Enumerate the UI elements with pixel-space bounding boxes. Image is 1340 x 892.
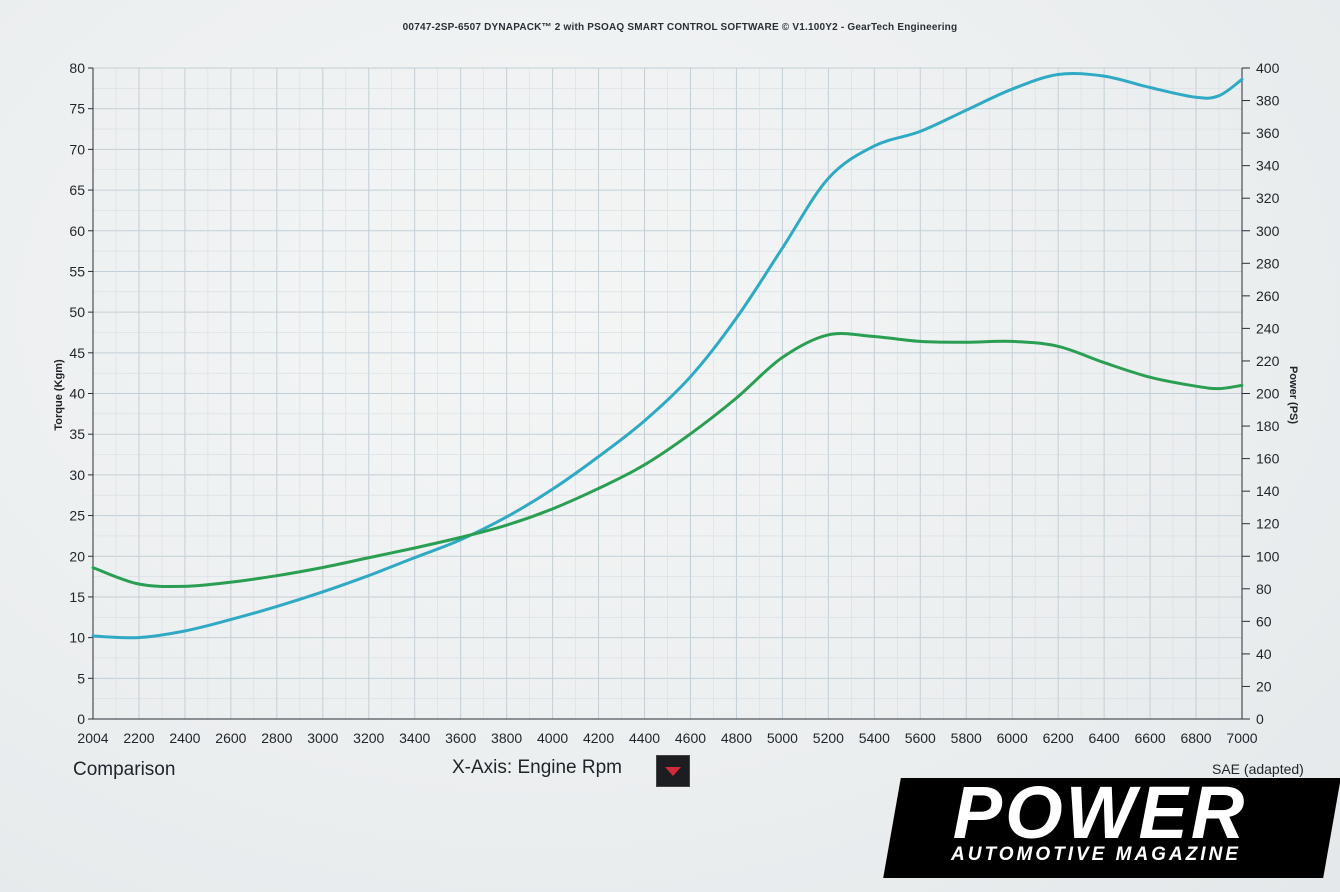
y-tick-label-right: 240: [1256, 320, 1280, 336]
y-tick-label-right: 280: [1256, 255, 1280, 271]
y-tick-label-right: 40: [1256, 646, 1272, 662]
y-tick-label-right: 340: [1256, 158, 1280, 174]
magazine-logo-subtitle: AUTOMOTIVE MAGAZINE: [951, 844, 1241, 865]
y-tick-label-left: 30: [69, 467, 85, 483]
grid: [92, 67, 1243, 720]
x-tick-label: 4200: [583, 730, 614, 746]
y-tick-label-right: 220: [1256, 353, 1280, 369]
y-tick-label-left: 25: [69, 508, 85, 524]
y-axis-title-left: Torque (Kgm): [53, 359, 65, 431]
chevron-down-icon: [665, 766, 681, 776]
y-tick-label-right: 400: [1256, 60, 1280, 76]
x-tick-label: 5400: [859, 730, 890, 746]
x-tick-label: 6800: [1180, 730, 1211, 746]
y-tick-label-left: 40: [69, 386, 85, 402]
y-tick-label-right: 120: [1256, 516, 1280, 532]
x-tick-label: 2800: [261, 730, 292, 746]
y-tick-label-right: 200: [1256, 386, 1280, 402]
y-tick-label-right: 0: [1256, 711, 1264, 727]
axes: 2004 2200 2400 2600 2800 3000 3200 3400 3600 3800…: [69, 60, 1279, 746]
y-tick-label-left: 55: [69, 263, 85, 279]
y-tick-label-left: 10: [69, 630, 85, 646]
x-tick-label: 5200: [813, 730, 844, 746]
y-tick-label-right: 300: [1256, 223, 1280, 239]
y-tick-label-left: 70: [69, 141, 85, 157]
x-tick-label: 7000: [1226, 730, 1257, 746]
y-tick-label-left: 65: [69, 182, 85, 198]
x-tick-label: 2200: [123, 730, 154, 746]
x-tick-label: 4400: [629, 730, 660, 746]
comparison-label: Comparison: [73, 759, 176, 780]
torque-curve: [91, 332, 1244, 589]
x-tick-label: 6600: [1135, 730, 1166, 746]
y-tick-label-right: 100: [1256, 548, 1280, 564]
x-tick-label: 5800: [951, 730, 982, 746]
magazine-logo-title: POWER: [952, 771, 1248, 854]
y-tick-label-left: 60: [69, 223, 85, 239]
x-tick-label: 3000: [307, 730, 338, 746]
y-tick-label-left: 45: [69, 345, 85, 361]
x-tick-label: 3600: [445, 730, 476, 746]
y-tick-label-left: 0: [77, 711, 85, 727]
y-tick-label-left: 50: [69, 304, 85, 320]
x-tick-label: 5000: [767, 730, 798, 746]
sae-correction-label: SAE (adapted): [1212, 761, 1304, 777]
y-tick-label-right: 320: [1256, 190, 1280, 206]
y-tick-label-right: 260: [1256, 288, 1280, 304]
x-tick-label: 5600: [905, 730, 936, 746]
x-tick-label: 3800: [491, 730, 522, 746]
y-tick-label-left: 5: [77, 670, 85, 686]
x-tick-label: 6200: [1043, 730, 1074, 746]
y-tick-label-right: 160: [1256, 451, 1280, 467]
x-tick-label: 4000: [537, 730, 568, 746]
x-tick-label: 6400: [1089, 730, 1120, 746]
x-axis-label: X-Axis: Engine Rpm: [452, 757, 623, 778]
series-layer: [91, 71, 1244, 640]
y-tick-label-right: 360: [1256, 125, 1280, 141]
y-tick-label-left: 75: [69, 101, 85, 117]
x-tick-label: 2600: [215, 730, 246, 746]
x-tick-label: 6000: [997, 730, 1028, 746]
chart-title: 00747-2SP-6507 DYNAPACK™ 2 with PSOAQ SM…: [402, 22, 958, 33]
y-tick-label-right: 140: [1256, 483, 1280, 499]
y-tick-label-left: 80: [69, 60, 85, 76]
power-curve: [91, 71, 1244, 640]
y-tick-label-left: 35: [69, 426, 85, 442]
y-tick-label-right: 20: [1256, 678, 1272, 694]
y-tick-label-right: 60: [1256, 613, 1272, 629]
y-tick-label-right: 80: [1256, 581, 1272, 597]
x-tick-label: 2004: [77, 730, 108, 746]
y-tick-label-right: 180: [1256, 418, 1280, 434]
x-tick-label: 2400: [169, 730, 200, 746]
x-tick-label: 4800: [721, 730, 752, 746]
y-tick-label-left: 20: [69, 548, 85, 564]
y-axis-title-right: Power (PS): [1287, 366, 1299, 424]
x-tick-label: 4600: [675, 730, 706, 746]
x-tick-label: 3400: [399, 730, 430, 746]
y-tick-label-left: 15: [69, 589, 85, 605]
x-tick-label: 3200: [353, 730, 384, 746]
x-axis-dropdown-button[interactable]: [656, 755, 690, 787]
y-tick-label-right: 380: [1256, 93, 1280, 109]
